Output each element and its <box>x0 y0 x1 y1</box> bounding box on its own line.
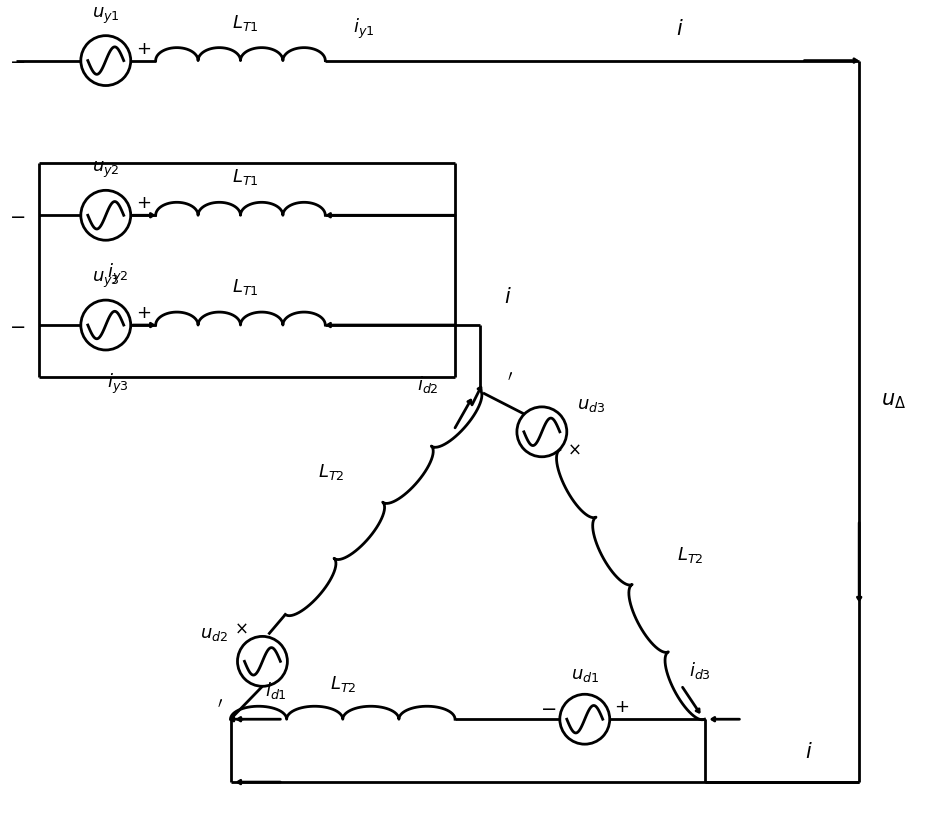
Text: $L_{T1}$: $L_{T1}$ <box>232 277 259 297</box>
Text: $'$: $'$ <box>507 371 514 393</box>
Text: $i$: $i$ <box>676 19 683 39</box>
Text: $i_{y2}$: $i_{y2}$ <box>107 262 128 287</box>
Text: $-$: $-$ <box>9 206 25 225</box>
Text: $u_{y2}$: $u_{y2}$ <box>92 160 120 180</box>
Text: $L_{T1}$: $L_{T1}$ <box>232 167 259 187</box>
Text: $'$: $'$ <box>217 698 224 720</box>
Text: $i_{y3}$: $i_{y3}$ <box>107 372 128 396</box>
Text: $+$: $+$ <box>136 40 151 58</box>
Text: $u_{\Delta}$: $u_{\Delta}$ <box>881 391 906 411</box>
Text: $u_{d3}$: $u_{d3}$ <box>577 396 605 414</box>
Text: $+$: $+$ <box>136 304 151 322</box>
Text: $i_{d2}$: $i_{d2}$ <box>417 374 439 396</box>
Text: $i_{y1}$: $i_{y1}$ <box>352 16 374 40</box>
Text: $L_{T2}$: $L_{T2}$ <box>329 674 356 695</box>
Text: $\times$: $\times$ <box>567 441 581 459</box>
Text: $+$: $+$ <box>615 698 630 716</box>
Text: $i_{d1}$: $i_{d1}$ <box>265 681 287 701</box>
Text: $L_{T2}$: $L_{T2}$ <box>677 545 703 564</box>
Text: $u_{d1}$: $u_{d1}$ <box>570 667 598 684</box>
Text: $+$: $+$ <box>136 194 151 213</box>
Text: $u_{y1}$: $u_{y1}$ <box>92 6 120 26</box>
Text: $i$: $i$ <box>504 287 512 307</box>
Text: $L_{T1}$: $L_{T1}$ <box>232 12 259 33</box>
Text: $i_{d3}$: $i_{d3}$ <box>688 660 711 681</box>
Text: $-$: $-$ <box>540 698 556 717</box>
Text: $L_{T2}$: $L_{T2}$ <box>317 462 344 482</box>
Text: $i$: $i$ <box>805 742 813 762</box>
Text: $u_{y3}$: $u_{y3}$ <box>92 270 120 290</box>
Text: $-$: $-$ <box>9 316 25 335</box>
Text: $-$: $-$ <box>9 51 25 70</box>
Text: $\times$: $\times$ <box>234 620 247 638</box>
Text: $u_{d2}$: $u_{d2}$ <box>200 625 228 644</box>
